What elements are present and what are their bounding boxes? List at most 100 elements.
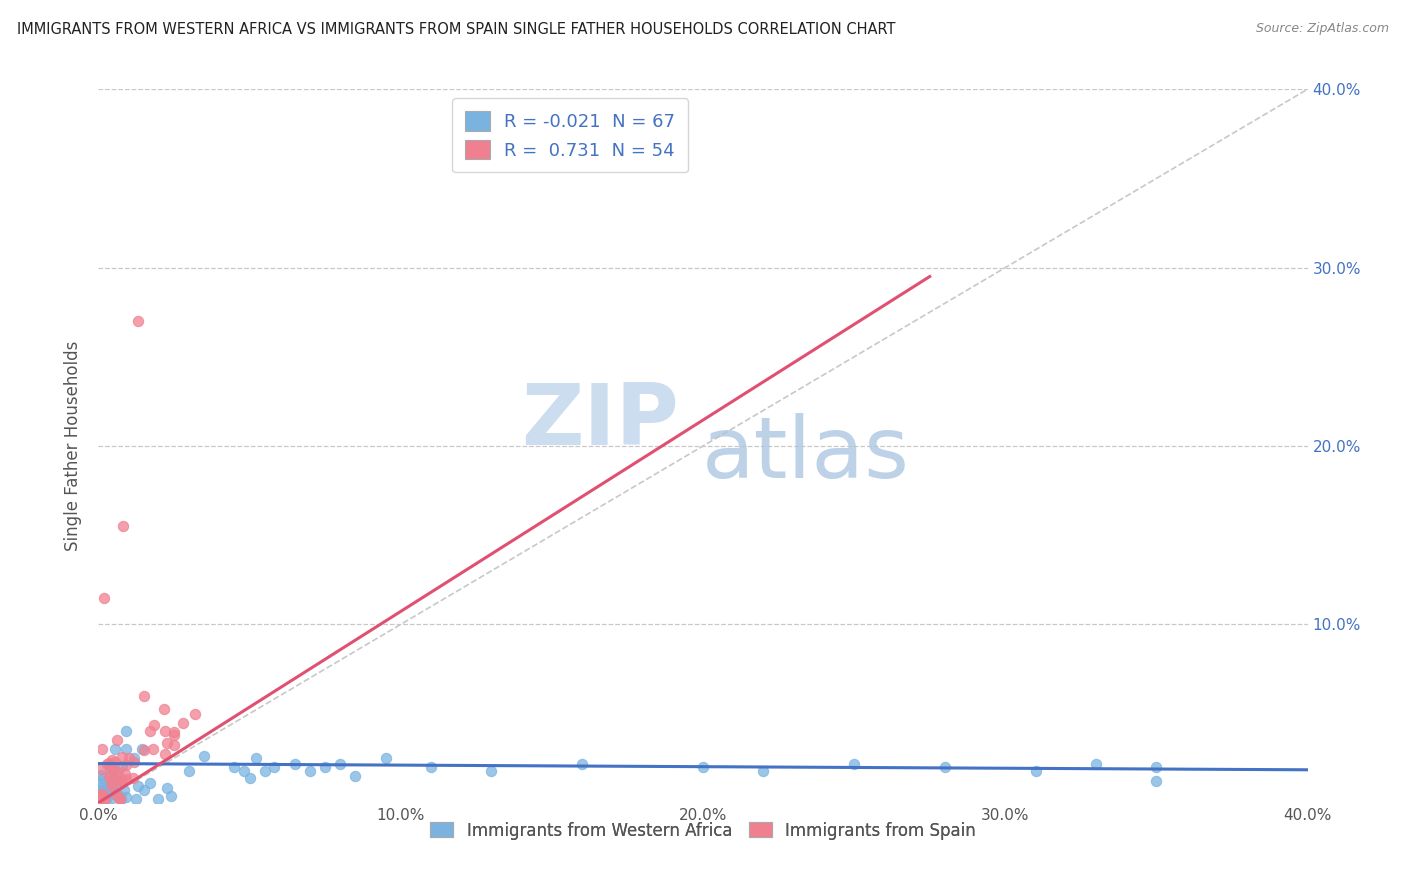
- Point: [752, 764, 775, 778]
- Point: [156, 780, 179, 795]
- Point: [934, 760, 956, 774]
- Point: [93, 792, 115, 806]
- Point: [481, 764, 503, 778]
- Text: Source: ZipAtlas.com: Source: ZipAtlas.com: [1256, 22, 1389, 36]
- Point: [1144, 760, 1167, 774]
- Point: [105, 778, 128, 792]
- Point: [112, 783, 135, 797]
- Point: [844, 756, 866, 771]
- Point: [90, 791, 112, 805]
- Point: [100, 787, 122, 801]
- Point: [111, 758, 134, 772]
- Point: [107, 788, 129, 802]
- Point: [110, 773, 132, 788]
- Point: [90, 792, 112, 806]
- Point: [420, 760, 443, 774]
- Point: [110, 792, 132, 806]
- Point: [132, 689, 155, 703]
- Point: [263, 760, 285, 774]
- Point: [90, 792, 112, 806]
- Point: [107, 765, 129, 780]
- Point: [122, 751, 145, 765]
- Point: [143, 717, 166, 731]
- Point: [94, 792, 117, 806]
- Point: [299, 764, 322, 778]
- Point: [239, 771, 262, 785]
- Point: [100, 768, 122, 782]
- Point: [93, 792, 115, 806]
- Point: [101, 775, 124, 789]
- Point: [131, 741, 153, 756]
- Point: [105, 787, 128, 801]
- Point: [172, 715, 194, 730]
- Point: [98, 756, 121, 770]
- Point: [110, 750, 132, 764]
- Point: [97, 787, 120, 801]
- Point: [134, 783, 156, 797]
- Point: [100, 774, 122, 789]
- Point: [124, 756, 146, 770]
- Point: [374, 751, 396, 765]
- Point: [160, 789, 183, 803]
- Point: [139, 723, 162, 738]
- Point: [139, 776, 162, 790]
- Y-axis label: Single Father Households: Single Father Households: [65, 341, 83, 551]
- Point: [114, 724, 136, 739]
- Point: [90, 787, 112, 801]
- Point: [193, 748, 215, 763]
- Point: [104, 755, 127, 769]
- Point: [156, 736, 179, 750]
- Point: [153, 747, 176, 761]
- Point: [105, 733, 128, 747]
- Point: [104, 784, 127, 798]
- Point: [100, 760, 122, 774]
- Point: [245, 751, 267, 765]
- Point: [127, 314, 149, 328]
- Point: [90, 792, 112, 806]
- Point: [90, 788, 112, 802]
- Point: [90, 780, 112, 795]
- Point: [105, 789, 128, 803]
- Point: [90, 787, 112, 801]
- Point: [111, 773, 134, 788]
- Point: [98, 770, 121, 784]
- Point: [98, 762, 121, 776]
- Point: [146, 792, 169, 806]
- Point: [134, 743, 156, 757]
- Point: [224, 760, 246, 774]
- Point: [153, 724, 176, 739]
- Point: [115, 790, 138, 805]
- Point: [91, 742, 114, 756]
- Point: [103, 764, 125, 778]
- Point: [163, 728, 186, 742]
- Point: [115, 758, 138, 772]
- Point: [104, 774, 127, 789]
- Point: [96, 786, 118, 800]
- Point: [1085, 756, 1108, 771]
- Text: ZIP: ZIP: [522, 379, 679, 463]
- Point: [105, 766, 128, 780]
- Point: [108, 790, 131, 805]
- Point: [108, 792, 131, 806]
- Point: [125, 792, 148, 806]
- Point: [1024, 764, 1046, 778]
- Point: [571, 756, 593, 771]
- Point: [253, 764, 276, 778]
- Point: [94, 792, 117, 806]
- Point: [96, 756, 118, 771]
- Point: [90, 792, 112, 806]
- Point: [91, 771, 114, 785]
- Point: [100, 780, 122, 794]
- Point: [90, 782, 112, 797]
- Point: [115, 742, 138, 756]
- Point: [90, 768, 112, 782]
- Point: [111, 519, 134, 533]
- Point: [90, 776, 112, 790]
- Point: [93, 591, 115, 605]
- Point: [90, 762, 112, 776]
- Point: [90, 789, 112, 804]
- Point: [177, 764, 200, 779]
- Point: [110, 773, 132, 788]
- Point: [118, 751, 141, 765]
- Point: [114, 766, 136, 780]
